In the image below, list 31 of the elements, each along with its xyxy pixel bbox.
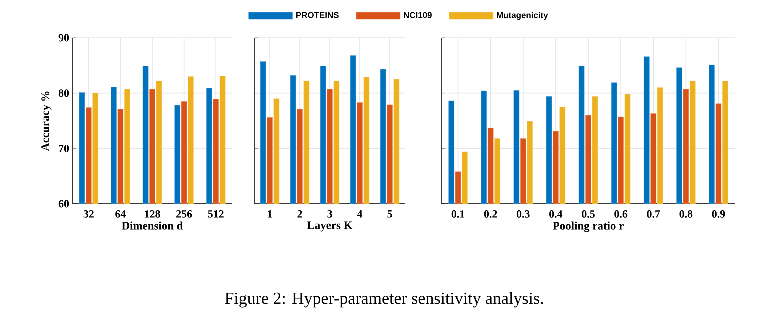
text: PROTEINS [296,12,339,18]
x-tick-label: 0.4 [550,210,563,218]
x-tick-label: 128 [145,210,160,218]
text: Mutagenicity [497,12,548,20]
x-tick-label: 0.2 [484,210,498,218]
x-tick-label: 3 [328,210,332,218]
x-tick-label: 64 [116,210,126,218]
x-tick-label: 0.9 [712,210,726,218]
x-tick-label: 0.8 [680,210,693,218]
caption: Figure 2: Hyper-parameter sensitivity analysis. [225,292,544,308]
y-tick-label: 90 [58,34,70,42]
y-axis-title: Accuracy % [42,92,52,152]
x-axis-title: Pooling ratio r [553,222,624,232]
x-tick-label: 0.1 [452,210,465,218]
x-tick-label: 0.3 [516,210,530,218]
x-tick-label: 0.7 [647,210,660,218]
x-tick-label: 5 [388,210,392,218]
y-tick-label: 60 [58,200,70,208]
y-tick-label: 70 [59,144,70,152]
x-tick-label: 2 [298,210,302,218]
x-axis-title: Layers K [307,222,353,232]
x-axis-title: Dimension d [122,222,184,230]
x-tick-label: 512 [208,210,224,218]
x-tick-label: 256 [176,210,192,218]
x-tick-label: 4 [357,210,363,218]
x-tick-label: 0.5 [582,210,595,218]
x-tick-label: 32 [84,210,94,218]
y-tick-label: 80 [58,90,70,98]
x-tick-label: 0.6 [614,210,628,218]
text: NCI109 [404,12,432,18]
x-tick-label: 1 [268,210,272,218]
